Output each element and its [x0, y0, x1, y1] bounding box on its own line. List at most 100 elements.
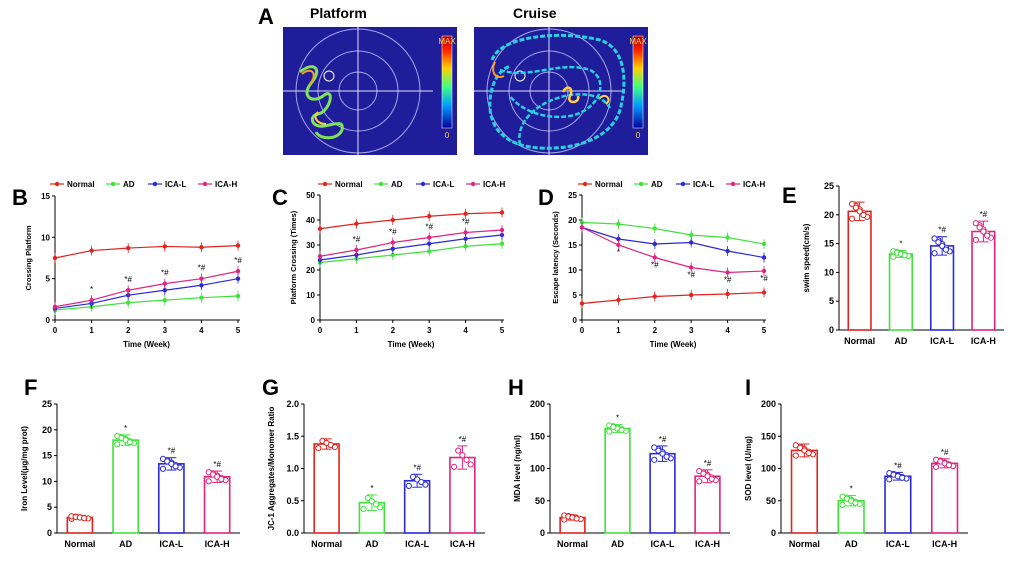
chart-h: H 0 50 100 150 200 MDA level (ng/ml) Normal AD * I… — [508, 375, 730, 549]
data-point — [317, 226, 323, 231]
significance-mark: * — [124, 424, 127, 433]
series-line-normal — [54, 245, 239, 259]
bar-normal — [313, 443, 340, 534]
legend-label: ICA-L — [165, 180, 186, 189]
y-tick-label: 2.0 — [286, 399, 299, 409]
significance-mark: * — [370, 484, 373, 493]
bar-ica-l — [649, 452, 676, 534]
series-line-ad — [319, 243, 503, 264]
series-line-ad — [581, 221, 765, 245]
data-point — [199, 245, 204, 250]
data-point — [839, 501, 846, 508]
data-point — [616, 221, 621, 227]
y-tick-label: 25 — [568, 191, 577, 200]
data-point — [573, 515, 580, 522]
category-label: ICA-H — [450, 539, 475, 549]
data-point — [499, 227, 505, 233]
y-axis-label: Platform Crossing (Times) — [289, 210, 298, 304]
category-label: Normal — [789, 539, 820, 549]
significance-mark: *# — [704, 459, 712, 468]
data-point — [467, 461, 474, 468]
chart-g: G 0.0 0.5 1.0 1.5 2.0 JC-1 Aggregates/Monomer … — [262, 375, 485, 549]
data-point — [931, 235, 938, 242]
data-point — [427, 214, 432, 219]
panel-letter-d: D — [538, 185, 554, 210]
series-line-ica-h — [54, 270, 239, 308]
y-tick-label: 5 — [573, 291, 578, 300]
y-tick-label: 15 — [42, 451, 52, 461]
panel-a: A Platform Cruise MAX 0 — [258, 4, 648, 155]
y-axis-label: Escape latency (Seconds) — [551, 211, 560, 304]
data-point — [725, 235, 730, 240]
panel-letter-c: C — [272, 185, 288, 210]
significance-mark: *# — [894, 461, 902, 470]
x-tick-label: 0 — [580, 326, 585, 335]
y-axis-label: MDA level (ng/ml) — [513, 435, 522, 502]
legend-marker — [638, 181, 644, 187]
series-line-ica-h — [319, 229, 503, 257]
data-point — [659, 450, 666, 457]
y-tick-label: 20 — [568, 216, 577, 225]
y-tick-label: 0 — [829, 325, 834, 335]
data-point — [199, 276, 204, 281]
significance-mark: *# — [651, 261, 659, 270]
data-point — [463, 230, 468, 235]
data-point — [450, 463, 458, 470]
bar-ica-h — [203, 475, 231, 534]
category-label: ICA-H — [932, 539, 957, 549]
x-tick-label: 1 — [354, 326, 359, 335]
colorbar-max-cruise: MAX — [629, 37, 647, 46]
significance-mark: * — [617, 248, 620, 257]
chart-b: B 0 1 2 3 4 5 0 5 10 15 Time (Week) Crossing Platfor… — [12, 180, 242, 349]
y-tick-label: 25 — [42, 399, 52, 409]
data-point — [463, 236, 468, 241]
data-point — [427, 241, 432, 246]
y-tick-label: 20 — [824, 210, 834, 220]
y-tick-label: 150 — [761, 431, 776, 441]
y-tick-label: 30 — [306, 241, 315, 250]
y-tick-label: 40 — [306, 216, 315, 225]
category-label: AD — [611, 539, 624, 549]
bar-normal — [790, 449, 819, 534]
significance-mark: *# — [760, 274, 768, 283]
legend-marker — [110, 181, 116, 187]
category-label: AD — [119, 539, 132, 549]
data-point — [725, 291, 730, 297]
x-tick-label: 1 — [89, 326, 94, 335]
category-label: AD — [894, 336, 907, 346]
y-tick-label: 0 — [311, 316, 316, 325]
bar-ica-l — [929, 245, 955, 331]
data-point — [390, 240, 395, 245]
significance-mark: *# — [353, 235, 361, 244]
colorbar-max-platform: MAX — [438, 37, 456, 46]
y-tick-label: 50 — [766, 496, 776, 506]
y-axis-label: SOD level (U/mg) — [744, 436, 753, 501]
data-point — [696, 478, 703, 485]
y-tick-label: 5 — [829, 296, 834, 306]
panel-letter-i: I — [745, 375, 751, 400]
chart-d: D 0 1 2 3 4 5 0 5 10 15 20 25 Time (Week) Escape laten… — [538, 180, 768, 349]
significance-mark: *# — [234, 256, 242, 265]
data-point — [616, 297, 621, 303]
platform-heatmap: MAX 0 — [283, 27, 457, 155]
data-point — [652, 255, 657, 260]
legend-marker — [470, 181, 476, 187]
bar-ica-h — [930, 462, 959, 534]
legend-marker — [152, 181, 158, 187]
data-point — [761, 290, 767, 295]
legend-marker — [730, 181, 736, 187]
data-point — [390, 217, 395, 223]
significance-mark: *# — [168, 447, 176, 456]
y-tick-label: 1.0 — [286, 464, 299, 474]
panel-letter-f: F — [24, 375, 37, 400]
significance-mark: *# — [687, 271, 695, 280]
data-point — [899, 474, 906, 481]
significance-mark: * — [850, 485, 853, 494]
data-point — [89, 248, 94, 253]
significance-mark: * — [90, 285, 93, 294]
significance-mark: *# — [124, 275, 132, 284]
data-point — [932, 463, 940, 471]
data-point — [162, 281, 167, 286]
